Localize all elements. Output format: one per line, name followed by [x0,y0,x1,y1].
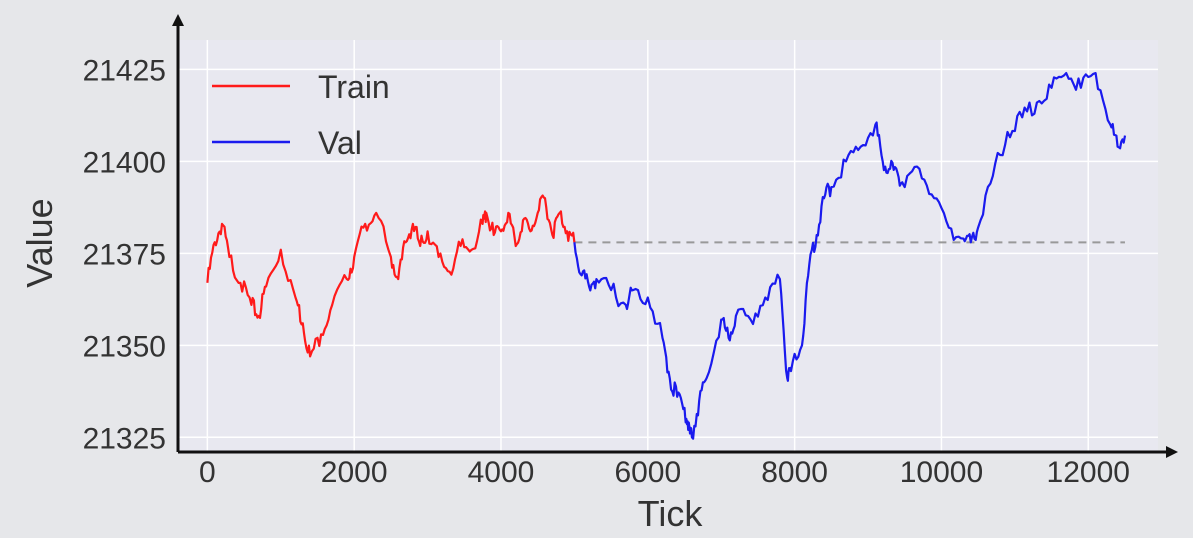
y-tick-label: 21350 [83,330,166,363]
y-axis-arrow [172,14,184,26]
y-tick-label: 21425 [83,54,166,87]
y-tick-label: 21325 [83,422,166,455]
plot-background [178,40,1158,452]
y-tick-label: 21375 [83,238,166,271]
y-axis-title: Value [19,198,60,287]
axes [172,14,1178,458]
series-line-train [206,194,576,358]
x-tick-label: 4000 [468,456,535,489]
legend-label-train: Train [318,69,390,105]
y-tick-label: 21400 [83,146,166,179]
y-tick-labels: 21325 21350 21375 21400 21425 [83,54,166,455]
x-axis-title: Tick [638,493,704,534]
x-axis-arrow [1166,446,1178,458]
x-tick-label: 10000 [900,456,983,489]
x-tick-label: 12000 [1047,456,1130,489]
legend: Train Val [212,69,390,161]
series-layer [206,71,1127,440]
x-tick-label: 2000 [321,456,388,489]
x-tick-label: 0 [199,456,216,489]
series-line-val [573,71,1127,440]
x-tick-labels: 0 2000 4000 6000 8000 10000 12000 [199,456,1130,489]
x-tick-label: 8000 [761,456,828,489]
legend-label-val: Val [318,125,362,161]
x-tick-label: 6000 [614,456,681,489]
